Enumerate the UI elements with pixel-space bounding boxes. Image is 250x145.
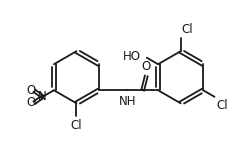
Text: Cl: Cl [71, 119, 82, 132]
Text: HO: HO [123, 50, 141, 63]
Text: N: N [38, 90, 47, 103]
Text: O: O [26, 96, 36, 109]
Text: O: O [142, 60, 151, 73]
Text: Cl: Cl [182, 23, 194, 36]
Text: NH: NH [118, 95, 136, 108]
Text: O: O [26, 84, 36, 97]
Text: Cl: Cl [217, 99, 228, 112]
